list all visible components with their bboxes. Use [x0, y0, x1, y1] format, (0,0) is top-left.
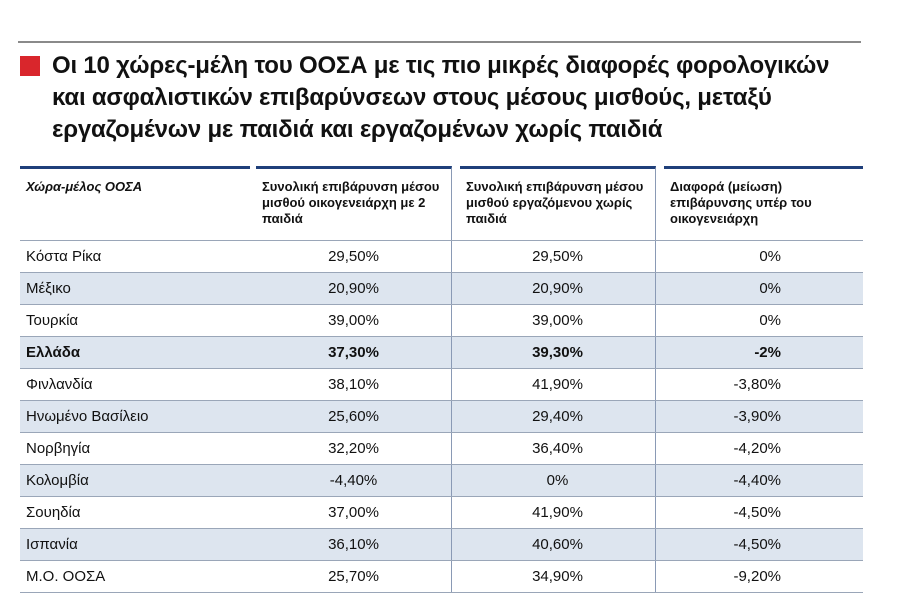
cell-difference: -3,80%: [733, 376, 781, 393]
table-row: Νορβηγία 32,20% 36,40% -4,20%: [20, 432, 863, 464]
cell-with-children: 29,50%: [256, 241, 452, 272]
table-row: Ελλάδα 37,30% 39,30% -2%: [20, 336, 863, 368]
cell-without-children: 40,60%: [460, 529, 656, 560]
table-header-row: Χώρα-μέλος ΟΟΣΑ Συνολική επιβάρυνση μέσο…: [20, 166, 863, 240]
cell-difference: -4,50%: [733, 536, 781, 553]
cell-without-children: 39,00%: [460, 305, 656, 336]
cell-country: Μ.Ο. ΟΟΣΑ: [26, 568, 106, 585]
cell-country: Σουηδία: [26, 504, 81, 521]
data-table: Χώρα-μέλος ΟΟΣΑ Συνολική επιβάρυνση μέσο…: [20, 166, 863, 593]
cell-with-children: 20,90%: [256, 273, 452, 304]
cell-difference: -9,20%: [733, 568, 781, 585]
cell-difference: -2%: [754, 344, 781, 361]
cell-difference: 0%: [759, 312, 781, 329]
cell-difference: 0%: [759, 248, 781, 265]
cell-country: Κολομβία: [26, 472, 89, 489]
table-row: Φινλανδία 38,10% 41,90% -3,80%: [20, 368, 863, 400]
column-header-without-children: Συνολική επιβάρυνση μέσου μισθού εργαζόμ…: [460, 166, 656, 240]
page-title: Οι 10 χώρες-μέλη του ΟΟΣΑ με τις πιο μικ…: [52, 52, 830, 143]
table-row: Τουρκία 39,00% 39,00% 0%: [20, 304, 863, 336]
cell-country: Φινλανδία: [26, 376, 93, 393]
cell-with-children: -4,40%: [256, 465, 452, 496]
cell-without-children: 41,90%: [460, 497, 656, 528]
cell-difference: -3,90%: [733, 408, 781, 425]
table-body: Κόστα Ρίκα 29,50% 29,50% 0% Μέξικο 20,90% 20,9…: [20, 240, 863, 593]
table-row: Μ.Ο. ΟΟΣΑ 25,70% 34,90% -9,20%: [20, 560, 863, 593]
cell-without-children: 41,90%: [460, 369, 656, 400]
cell-with-children: 38,10%: [256, 369, 452, 400]
table-row: Κολομβία -4,40% 0% -4,40%: [20, 464, 863, 496]
column-header-difference: Διαφορά (μείωση) επιβάρυνσης υπέρ του οι…: [664, 166, 863, 240]
table-row: Σουηδία 37,00% 41,90% -4,50%: [20, 496, 863, 528]
table-row: Ηνωμένο Βασίλειο 25,60% 29,40% -3,90%: [20, 400, 863, 432]
cell-country: Μέξικο: [26, 280, 71, 297]
table-row: Μέξικο 20,90% 20,90% 0%: [20, 272, 863, 304]
red-square-bullet-icon: [20, 56, 40, 76]
cell-country: Ισπανία: [26, 536, 78, 553]
cell-with-children: 25,60%: [256, 401, 452, 432]
cell-without-children: 36,40%: [460, 433, 656, 464]
table-row: Κόστα Ρίκα 29,50% 29,50% 0%: [20, 240, 863, 272]
cell-with-children: 39,00%: [256, 305, 452, 336]
top-rule: [18, 41, 861, 43]
cell-with-children: 37,30%: [256, 337, 452, 368]
cell-country: Ηνωμένο Βασίλειο: [26, 408, 149, 425]
cell-country: Ελλάδα: [26, 344, 81, 361]
cell-country: Τουρκία: [26, 312, 79, 329]
cell-difference: -4,50%: [733, 504, 781, 521]
cell-without-children: 34,90%: [460, 561, 656, 592]
column-header-with-children: Συνολική επιβάρυνση μέσου μισθού οικογεν…: [256, 166, 452, 240]
cell-with-children: 32,20%: [256, 433, 452, 464]
cell-without-children: 29,40%: [460, 401, 656, 432]
cell-with-children: 37,00%: [256, 497, 452, 528]
title-block: Οι 10 χώρες-μέλη του ΟΟΣΑ με τις πιο μικ…: [18, 50, 868, 146]
cell-with-children: 25,70%: [256, 561, 452, 592]
cell-country: Νορβηγία: [26, 440, 91, 457]
column-header-country: Χώρα-μέλος ΟΟΣΑ: [20, 166, 250, 240]
cell-difference: -4,40%: [733, 472, 781, 489]
cell-without-children: 0%: [460, 465, 656, 496]
cell-without-children: 29,50%: [460, 241, 656, 272]
cell-without-children: 39,30%: [460, 337, 656, 368]
table-row: Ισπανία 36,10% 40,60% -4,50%: [20, 528, 863, 560]
cell-difference: 0%: [759, 280, 781, 297]
cell-country: Κόστα Ρίκα: [26, 248, 102, 265]
cell-without-children: 20,90%: [460, 273, 656, 304]
cell-difference: -4,20%: [733, 440, 781, 457]
cell-with-children: 36,10%: [256, 529, 452, 560]
